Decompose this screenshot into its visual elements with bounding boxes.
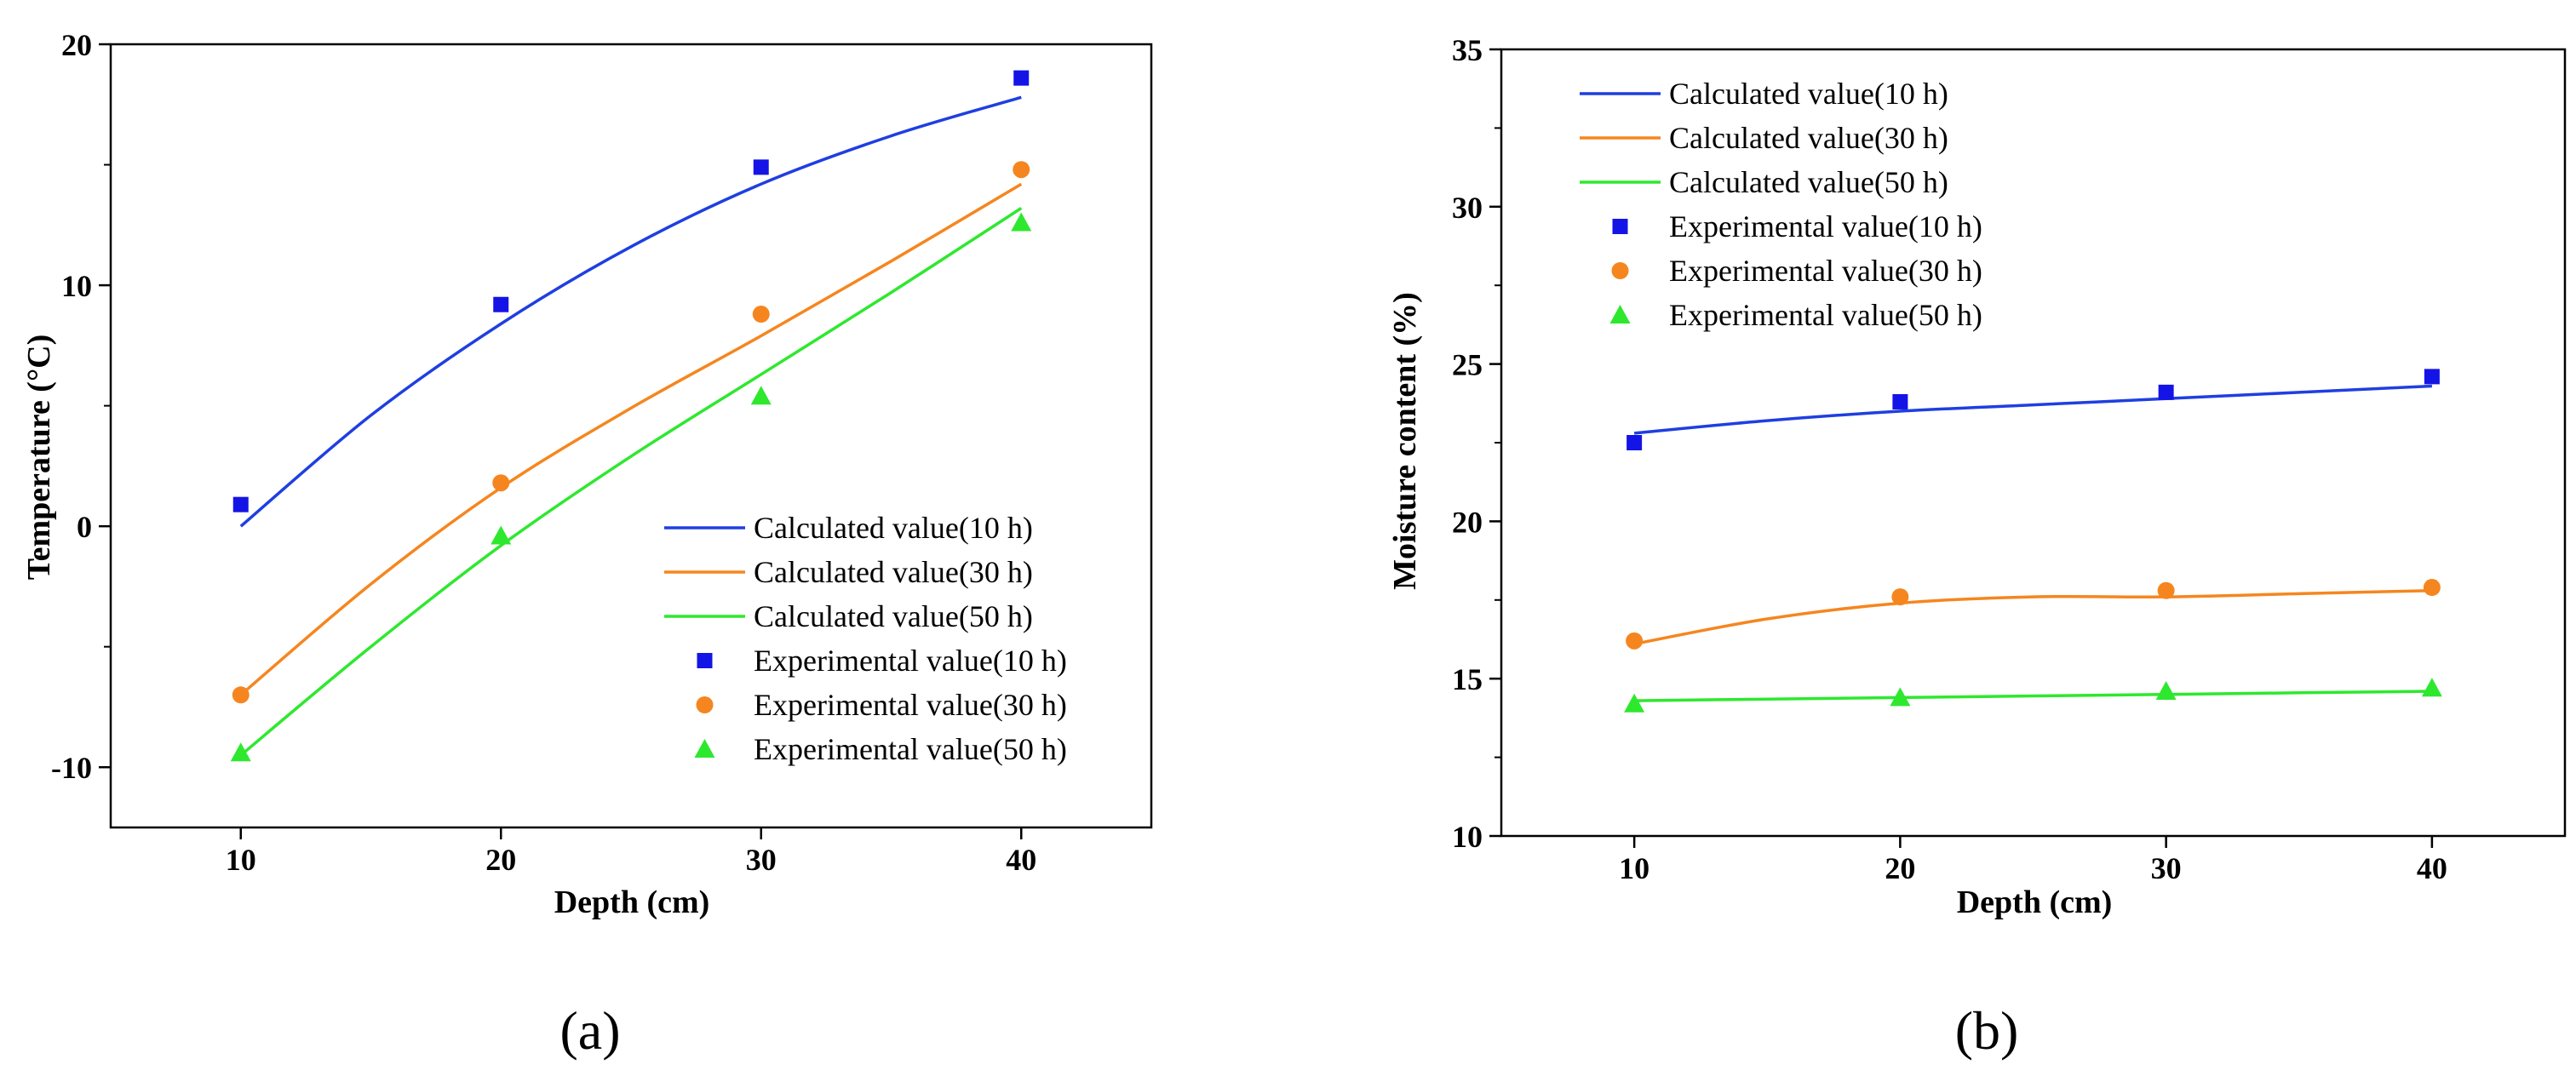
chart-b-x-tick-label: 10 <box>1619 851 1649 885</box>
chart-b-series-experimental-value-10-h-point <box>2158 384 2174 400</box>
chart-a-y-tick-label: 0 <box>77 510 92 544</box>
chart-a-legend-label: Experimental value(50 h) <box>754 732 1067 766</box>
chart-b-series-experimental-value-50-h-point <box>2155 680 2177 700</box>
chart-b-y-tick-label: 10 <box>1452 820 1483 854</box>
chart-b-legend-swatch <box>1609 305 1631 323</box>
chart-a-series-experimental-value-50-h-point <box>1011 212 1032 232</box>
chart-a-series-experimental-value-10-h-point <box>1013 70 1030 86</box>
chart-b-legend-label: Calculated value(10 h) <box>1669 77 1948 111</box>
chart-a-legend-label: Experimental value(10 h) <box>754 644 1067 678</box>
chart-a-series-experimental-value-30-h-point <box>1013 161 1030 179</box>
chart-b-series-experimental-value-30-h-point <box>1626 632 1644 650</box>
chart-b-series-experimental-value-30-h-point <box>2423 579 2441 597</box>
chart-a-series-calculated-value-10-h-line <box>239 95 1022 528</box>
chart-b-series-experimental-value-30-h-point <box>2157 581 2175 599</box>
chart-a-legend-label: Calculated value(30 h) <box>754 555 1033 589</box>
chart-a-x-tick-label: 20 <box>485 843 516 877</box>
chart-b-legend-label: Calculated value(30 h) <box>1669 121 1948 155</box>
chart-b-series-calculated-value-50-h-line <box>1634 690 2432 702</box>
chart-a-x-tick-label: 30 <box>746 843 777 877</box>
chart-a-legend-swatch <box>696 696 714 713</box>
chart-a-legend-label: Calculated value(10 h) <box>754 511 1033 545</box>
chart-a-series-experimental-value-10-h-point <box>753 159 769 175</box>
chart-a-ylabel: Temperature (°C) <box>21 335 57 581</box>
chart-a-series-experimental-value-10-h-point <box>232 496 249 512</box>
chart-b-legend-swatch <box>1612 219 1628 234</box>
chart-b-legend-label: Experimental value(10 h) <box>1669 209 1982 243</box>
chart-b-legend-label: Experimental value(50 h) <box>1669 298 1982 332</box>
chart-b-x-tick-label: 20 <box>1885 851 1915 885</box>
chart-b-plot-frame <box>1500 48 2567 838</box>
chart-a-series-experimental-value-50-h-point <box>491 525 512 545</box>
chart-a-y-tick-label: 10 <box>61 269 92 303</box>
chart-a-series-calculated-value-30-h-line <box>239 182 1023 696</box>
chart-b-series-experimental-value-50-h-point <box>2421 678 2442 697</box>
chart-b-ylabel: Moisture content (%) <box>1387 292 1423 590</box>
chart-b-series-experimental-value-10-h-point <box>1892 393 1908 409</box>
chart-a-y-tick-label: 20 <box>61 28 92 62</box>
chart-b-panel-label: (b) <box>1955 1000 2019 1061</box>
chart-a-legend-swatch <box>694 739 715 758</box>
chart-a-series-experimental-value-30-h-point <box>492 474 510 492</box>
chart-b-y-tick-label: 15 <box>1452 662 1483 696</box>
chart-b-series-experimental-value-30-h-point <box>1891 588 1909 606</box>
chart-a-plot-frame <box>109 43 1153 829</box>
chart-panel-b: Moisture content (%) Depth (cm) (b) 10 20… <box>1387 33 2567 1061</box>
chart-a-x-tick-label: 10 <box>226 843 256 877</box>
chart-a-xlabel: Depth (cm) <box>554 884 710 920</box>
chart-a-y-tick-label: -10 <box>51 751 92 785</box>
chart-b-y-tick-label: 30 <box>1452 191 1483 225</box>
chart-b-legend-swatch <box>1611 262 1629 279</box>
chart-b-series-experimental-value-10-h-point <box>1626 435 1643 450</box>
chart-b-xlabel: Depth (cm) <box>1957 884 2113 920</box>
chart-a-series-experimental-value-30-h-point <box>232 686 250 704</box>
chart-a-legend-label: Experimental value(30 h) <box>754 688 1067 722</box>
chart-b-series-experimental-value-50-h-point <box>1890 687 1911 707</box>
chart-b-y-tick-label: 25 <box>1452 348 1483 382</box>
chart-b-x-tick-label: 30 <box>2151 851 2182 885</box>
chart-b-legend-label: Experimental value(30 h) <box>1669 254 1982 288</box>
chart-b-y-tick-label: 35 <box>1452 33 1483 67</box>
chart-b-series-experimental-value-10-h-point <box>2424 369 2440 385</box>
chart-panel-a: Temperature (°C) Depth (cm) (a) 10 20 30 40… <box>21 28 1153 1061</box>
chart-b-x-tick-label: 40 <box>2417 851 2447 885</box>
chart-a-series-experimental-value-50-h-point <box>230 742 251 762</box>
chart-b-legend-label: Calculated value(50 h) <box>1669 165 1948 199</box>
chart-b-series-calculated-value-10-h-line <box>1633 384 2432 435</box>
chart-b-y-tick-label: 20 <box>1452 505 1483 539</box>
chart-a-legend-label: Calculated value(50 h) <box>754 599 1033 633</box>
chart-a-series-experimental-value-50-h-point <box>750 386 772 405</box>
chart-a-x-tick-label: 40 <box>1006 843 1036 877</box>
chart-a-series-experimental-value-30-h-point <box>752 306 770 323</box>
chart-a-series-calculated-value-50-h-line <box>239 207 1023 757</box>
chart-a-panel-label: (a) <box>559 1000 620 1061</box>
chart-a-series-experimental-value-10-h-point <box>493 296 509 312</box>
chart-a-legend-swatch <box>697 653 713 668</box>
chart-b-series-calculated-value-30-h-line <box>1633 588 2432 646</box>
chart-b-series-experimental-value-50-h-point <box>1624 693 1645 713</box>
